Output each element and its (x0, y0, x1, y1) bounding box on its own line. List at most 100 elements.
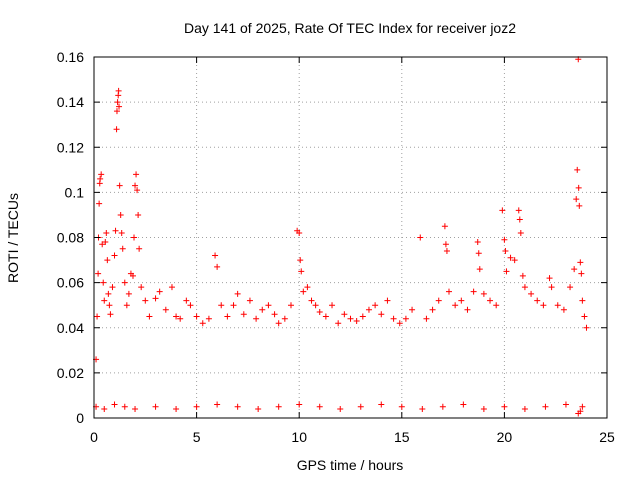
data-point (116, 182, 123, 189)
data-point (106, 302, 113, 309)
data-point (117, 211, 124, 218)
data-point (259, 306, 266, 313)
data-point (503, 268, 510, 275)
data-point (560, 306, 567, 313)
data-point (107, 311, 114, 318)
data-point (115, 87, 122, 94)
data-point (577, 408, 584, 415)
y-tick-label: 0.1 (65, 184, 85, 200)
data-point (439, 403, 446, 410)
y-tick-label: 0.12 (57, 139, 84, 155)
data-point (129, 272, 136, 279)
data-point (304, 284, 311, 291)
data-point (125, 290, 132, 297)
data-point (542, 403, 549, 410)
data-point (480, 290, 487, 297)
data-point (218, 302, 225, 309)
data-point (571, 266, 578, 273)
data-point (246, 297, 253, 304)
data-point (501, 236, 508, 243)
data-point (297, 257, 304, 264)
data-point (480, 405, 487, 412)
data-point (193, 313, 200, 320)
data-point (540, 302, 547, 309)
data-point (296, 229, 303, 236)
y-tick-label: 0.14 (57, 94, 84, 110)
data-point (341, 311, 348, 318)
data-point (121, 403, 128, 410)
x-tick-label: 25 (599, 429, 615, 445)
data-point (121, 279, 128, 286)
data-point (133, 171, 140, 178)
chart-title: Day 141 of 2025, Rate Of TEC Index for r… (184, 20, 516, 36)
data-point (96, 200, 103, 207)
data-point (132, 182, 139, 189)
data-point (296, 401, 303, 408)
data-point (516, 216, 523, 223)
data-point (105, 290, 112, 297)
data-point (255, 405, 262, 412)
data-point (441, 223, 448, 230)
data-point (442, 241, 449, 248)
data-point (365, 306, 372, 313)
data-point (548, 284, 555, 291)
data-point (511, 257, 518, 264)
data-point (199, 320, 206, 327)
data-point (187, 302, 194, 309)
data-point (113, 108, 120, 115)
data-point (109, 284, 116, 291)
data-point (101, 405, 108, 412)
data-point (253, 315, 260, 322)
data-point (271, 311, 278, 318)
data-point (111, 252, 118, 259)
data-point (131, 234, 138, 241)
data-point (177, 315, 184, 322)
data-point (322, 313, 329, 320)
data-point (123, 302, 130, 309)
data-point (528, 290, 535, 297)
data-point (458, 297, 465, 304)
data-point (214, 263, 221, 270)
data-point (464, 306, 471, 313)
y-tick-label: 0.16 (57, 49, 84, 65)
data-point (357, 403, 364, 410)
data-point (136, 245, 143, 252)
data-point (335, 320, 342, 327)
data-point (521, 284, 528, 291)
data-point (474, 239, 481, 246)
data-point (501, 403, 508, 410)
data-point (234, 403, 241, 410)
x-tick-label: 20 (497, 429, 513, 445)
data-point (521, 405, 528, 412)
data-point (493, 302, 500, 309)
data-point (102, 239, 109, 246)
data-point (579, 403, 586, 410)
data-points (93, 56, 590, 417)
data-point (347, 315, 354, 322)
x-tick-label: 5 (193, 429, 201, 445)
data-point (168, 284, 175, 291)
data-point (183, 297, 190, 304)
data-point (329, 302, 336, 309)
data-point (502, 248, 509, 255)
data-point (517, 229, 524, 236)
data-point (337, 405, 344, 412)
data-point (101, 297, 108, 304)
data-point (193, 403, 200, 410)
data-point (308, 297, 315, 304)
data-point (573, 196, 580, 203)
data-point (265, 302, 272, 309)
data-point (135, 211, 142, 218)
x-axis-label: GPS time / hours (297, 457, 404, 473)
data-point (287, 302, 294, 309)
data-point (581, 313, 588, 320)
data-point (132, 405, 139, 412)
data-point (487, 297, 494, 304)
data-point (384, 297, 391, 304)
x-tick-label: 10 (291, 429, 307, 445)
y-tick-label: 0.04 (57, 320, 84, 336)
data-point (554, 302, 561, 309)
data-point (575, 184, 582, 191)
data-point (562, 401, 569, 408)
data-point (240, 311, 247, 318)
